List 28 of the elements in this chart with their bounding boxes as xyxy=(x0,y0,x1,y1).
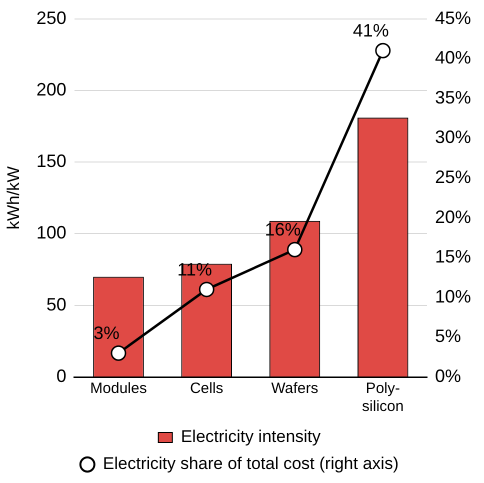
x-tick-label: Modules xyxy=(90,380,147,398)
data-label: 41% xyxy=(352,20,389,41)
y2-tick-label: 0% xyxy=(434,366,461,386)
legend-label: Electricity intensity xyxy=(180,427,322,446)
y2-tick-label: 5% xyxy=(434,326,461,346)
y2-tick-label: 40% xyxy=(434,48,472,68)
y2-tick-label: 25% xyxy=(434,166,472,187)
x-tick-label: Cells xyxy=(190,380,224,398)
y2-tick-label: 20% xyxy=(434,206,472,227)
y2-tick-label: 15% xyxy=(434,246,472,267)
y-tick-label: 50 xyxy=(46,294,66,314)
data-label: 3% xyxy=(93,323,120,344)
point xyxy=(287,242,303,258)
y2-tick-label: 35% xyxy=(434,87,472,108)
y-tick-label: 0 xyxy=(56,366,66,386)
y2-tick-label: 45% xyxy=(434,8,472,28)
point xyxy=(198,282,214,298)
y-tick-label: 100 xyxy=(36,222,66,243)
x-tick-label: Wafers xyxy=(271,380,318,398)
y2-tick-label: 10% xyxy=(434,286,472,306)
x-tick-label: Poly-silicon xyxy=(362,380,404,416)
y-tick-label: 150 xyxy=(36,151,66,172)
legend-label: Electricity share of total cost (right axis) xyxy=(102,454,399,474)
y2-tick-label: 30% xyxy=(434,127,472,148)
y-axis-title: kWh/kW xyxy=(4,166,23,230)
y-tick-label: 250 xyxy=(36,8,66,28)
y-tick-label: 200 xyxy=(36,79,66,100)
point xyxy=(110,345,126,361)
